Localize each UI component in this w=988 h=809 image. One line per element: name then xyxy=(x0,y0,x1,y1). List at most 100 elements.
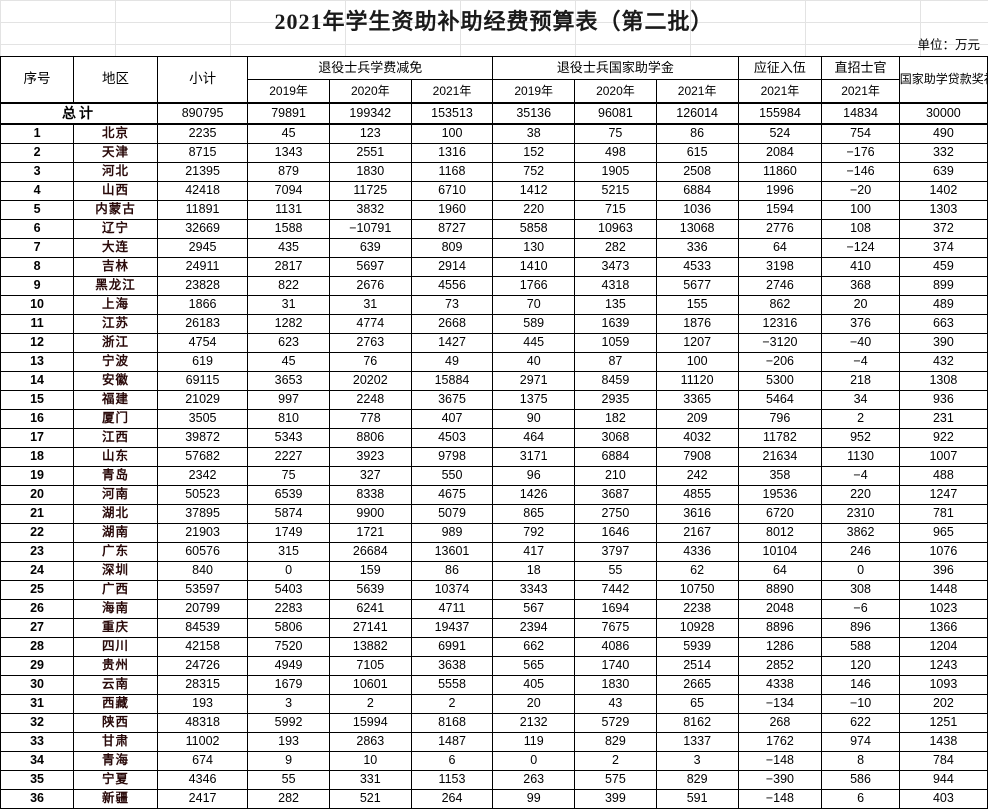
data-cell: 1426 xyxy=(492,485,576,505)
data-cell: −134 xyxy=(737,694,823,714)
data-cell: 8727 xyxy=(410,219,494,239)
data-cell: 100 xyxy=(655,352,739,372)
row-index: 22 xyxy=(0,523,75,543)
table-row: 10 上海 1866 31 31 73 70 135 155 862 20 489 xyxy=(0,295,988,315)
row-index: 34 xyxy=(0,751,75,771)
row-index: 36 xyxy=(0,789,75,809)
data-cell: 567 xyxy=(492,599,576,619)
table-row: 28 四川 42158 7520 13882 6991 662 4086 5939 1286 588… xyxy=(0,637,988,657)
data-cell: −3120 xyxy=(737,333,823,353)
data-cell: 1448 xyxy=(898,580,988,600)
header-group-enlistment: 应征入伍 xyxy=(737,56,823,80)
unit-label: 单位：万元 xyxy=(917,38,980,52)
table-row: 11 江苏 26183 1282 4774 2668 589 1639 1876 12316 376… xyxy=(0,314,988,334)
total-cell: 199342 xyxy=(328,102,412,125)
data-cell: 1487 xyxy=(410,732,494,752)
data-cell: 86 xyxy=(410,561,494,581)
row-region: 广西 xyxy=(73,580,158,600)
sheet-banner: 2021年学生资助补助经费预算表（第二批） 单位：万元 xyxy=(0,0,988,56)
header-group-loan-award: 国家助学贷款奖补 xyxy=(898,56,988,104)
data-cell: 282 xyxy=(574,238,657,258)
data-cell: 7520 xyxy=(247,637,330,657)
data-cell: 3675 xyxy=(410,390,494,410)
data-cell: 4032 xyxy=(655,428,739,448)
total-cell: 126014 xyxy=(655,102,739,125)
data-cell: 1830 xyxy=(574,675,657,695)
table-row: 34 青海 674 9 10 6 0 2 3 −148 8 784 xyxy=(0,751,988,771)
data-cell: 1303 xyxy=(898,200,988,220)
data-cell: 60576 xyxy=(156,542,249,562)
data-cell: 4675 xyxy=(410,485,494,505)
data-cell: 2971 xyxy=(492,371,576,391)
data-cell: 7094 xyxy=(247,181,330,201)
row-index: 31 xyxy=(0,694,75,714)
data-cell: 8806 xyxy=(328,428,412,448)
data-cell: 1093 xyxy=(898,675,988,695)
data-cell: 32669 xyxy=(156,219,249,239)
data-cell: 1243 xyxy=(898,656,988,676)
data-cell: 5858 xyxy=(492,219,576,239)
data-cell: 965 xyxy=(898,523,988,543)
data-cell: 2167 xyxy=(655,523,739,543)
data-cell: 1721 xyxy=(328,523,412,543)
data-cell: 2551 xyxy=(328,143,412,163)
row-index: 23 xyxy=(0,542,75,562)
row-region: 河北 xyxy=(73,162,158,182)
table-row: 30 云南 28315 1679 10601 5558 405 1830 2665 4338 146… xyxy=(0,675,988,695)
row-region: 新疆 xyxy=(73,789,158,809)
row-region: 四川 xyxy=(73,637,158,657)
data-cell: 6710 xyxy=(410,181,494,201)
table-row: 6 辽宁 32669 1588 −10791 8727 5858 10963 13068 2776… xyxy=(0,219,988,239)
data-cell: 75 xyxy=(247,466,330,486)
data-cell: 69115 xyxy=(156,371,249,391)
row-region: 宁夏 xyxy=(73,770,158,790)
data-cell: 488 xyxy=(898,466,988,486)
data-cell: 1282 xyxy=(247,314,330,334)
data-cell: 6 xyxy=(410,751,494,771)
data-cell: 403 xyxy=(898,789,988,809)
data-cell: 0 xyxy=(492,751,576,771)
row-index: 5 xyxy=(0,200,75,220)
data-cell: 4086 xyxy=(574,637,657,657)
data-cell: 28315 xyxy=(156,675,249,695)
data-cell: 21634 xyxy=(737,447,823,467)
data-cell: 6884 xyxy=(655,181,739,201)
row-region: 贵州 xyxy=(73,656,158,676)
data-cell: 12316 xyxy=(737,314,823,334)
row-region: 北京 xyxy=(73,123,158,144)
data-cell: 100 xyxy=(410,123,494,144)
data-cell: 20 xyxy=(821,295,900,315)
table-row: 26 海南 20799 2283 6241 4711 567 1694 2238 2048 −6 10… xyxy=(0,599,988,619)
data-cell: 65 xyxy=(655,694,739,714)
row-region: 青岛 xyxy=(73,466,158,486)
data-cell: 1207 xyxy=(655,333,739,353)
table-row: 13 宁波 619 45 76 49 40 87 100 −206 −4 432 xyxy=(0,352,988,372)
data-cell: 2514 xyxy=(655,656,739,676)
data-cell: 11120 xyxy=(655,371,739,391)
data-cell: 11860 xyxy=(737,162,823,182)
data-cell: 390 xyxy=(898,333,988,353)
row-index: 32 xyxy=(0,713,75,733)
total-cell: 890795 xyxy=(156,102,249,125)
data-cell: 315 xyxy=(247,542,330,562)
header-grant-2020: 2020年 xyxy=(574,79,657,104)
data-cell: 3 xyxy=(247,694,330,714)
data-cell: 1247 xyxy=(898,485,988,505)
data-cell: 336 xyxy=(655,238,739,258)
data-cell: 829 xyxy=(574,732,657,752)
page-title: 2021年学生资助补助经费预算表（第二批） xyxy=(274,9,714,34)
data-cell: 822 xyxy=(247,276,330,296)
row-region: 上海 xyxy=(73,295,158,315)
data-cell: −148 xyxy=(737,751,823,771)
row-index: 2 xyxy=(0,143,75,163)
table-row: 21 湖北 37895 5874 9900 5079 865 2750 3616 6720 2310… xyxy=(0,504,988,524)
data-cell: 332 xyxy=(898,143,988,163)
header-direct-officer-2021: 2021年 xyxy=(821,79,900,104)
data-cell: 42418 xyxy=(156,181,249,201)
table-row: 29 贵州 24726 4949 7105 3638 565 1740 2514 2852 120 1… xyxy=(0,656,988,676)
data-cell: 6884 xyxy=(574,447,657,467)
table-row: 8 吉林 24911 2817 5697 2914 1410 3473 4533 3198 410 4… xyxy=(0,257,988,277)
total-cell: 153513 xyxy=(410,102,494,125)
data-cell: 18 xyxy=(492,561,576,581)
data-cell: 2676 xyxy=(328,276,412,296)
